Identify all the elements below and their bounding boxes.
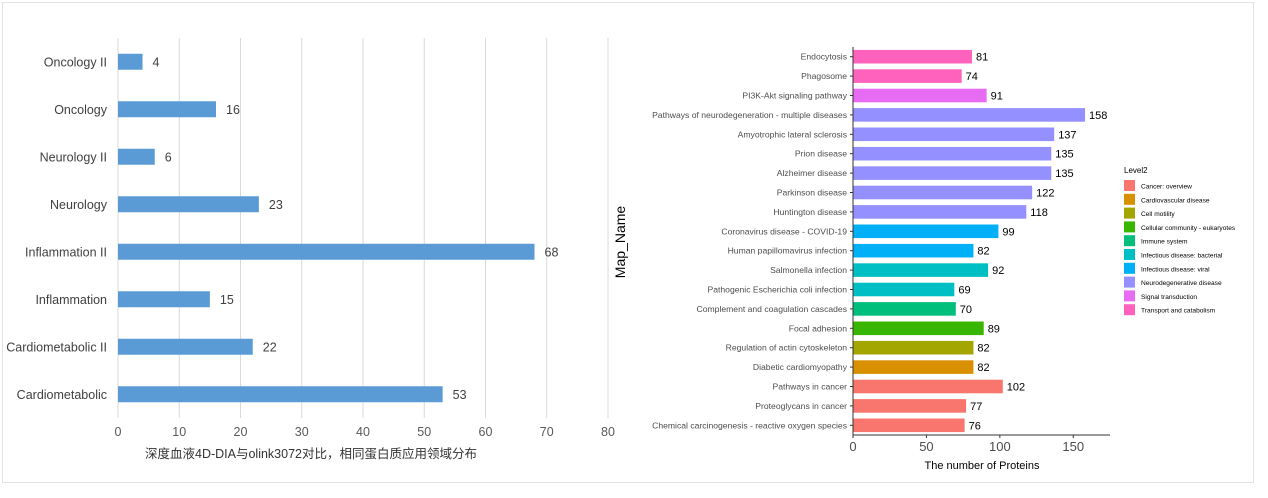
- left-category-label: Oncology II: [44, 55, 107, 69]
- left-bar: [118, 386, 443, 403]
- left-x-tick-label: 0: [115, 425, 122, 439]
- left-data-label: 4: [153, 55, 160, 69]
- left-category-label: Cardiometabolic II: [6, 340, 107, 354]
- left-bar: [118, 196, 259, 213]
- left-x-tick-label: 40: [356, 425, 370, 439]
- left-bar: [118, 101, 216, 118]
- left-data-label: 53: [453, 388, 467, 402]
- left-data-labels: 4 16 6 23 68 15 22 53: [153, 55, 559, 402]
- left-bar: [118, 243, 535, 260]
- left-category-label: Oncology: [54, 103, 108, 117]
- left-category-label: Cardiometabolic: [17, 388, 107, 402]
- left-x-tick-labels: 0 10 20 30 40 50 60 70 80: [115, 425, 615, 439]
- left-x-tick-label: 10: [172, 425, 186, 439]
- left-bar: [118, 291, 210, 308]
- left-bar: [118, 148, 155, 165]
- left-data-label: 68: [545, 245, 559, 259]
- left-x-tick-label: 50: [417, 425, 431, 439]
- left-bar: [118, 53, 143, 70]
- left-data-label: 16: [226, 103, 240, 117]
- left-x-tick-label: 70: [540, 425, 554, 439]
- left-x-tick-label: 80: [601, 425, 615, 439]
- left-gridlines: [117, 38, 609, 418]
- left-data-label: 23: [269, 198, 283, 212]
- left-x-axis-title: 深度血液4D-DIA与olink3072对比，相同蛋白质应用领域分布: [145, 446, 477, 461]
- left-category-label: Inflammation II: [25, 245, 107, 259]
- left-bars: [118, 53, 535, 403]
- left-category-label: Inflammation: [35, 293, 107, 307]
- left-bar-chart: 4 16 6 23 68 15 22 53 Oncology II Oncology Neurol…: [6, 38, 615, 461]
- left-category-labels: Oncology II Oncology Neurology II Neurology…: [6, 55, 107, 402]
- figure-border: [2, 2, 1254, 483]
- left-x-tick-label: 30: [295, 425, 309, 439]
- left-data-label: 6: [165, 150, 172, 164]
- left-x-tick-label: 60: [479, 425, 493, 439]
- left-bar: [118, 338, 253, 355]
- left-data-label: 15: [220, 293, 234, 307]
- left-category-label: Neurology: [50, 198, 108, 212]
- left-category-label: Neurology II: [40, 150, 107, 164]
- left-data-label: 22: [263, 340, 277, 354]
- left-x-tick-label: 20: [234, 425, 248, 439]
